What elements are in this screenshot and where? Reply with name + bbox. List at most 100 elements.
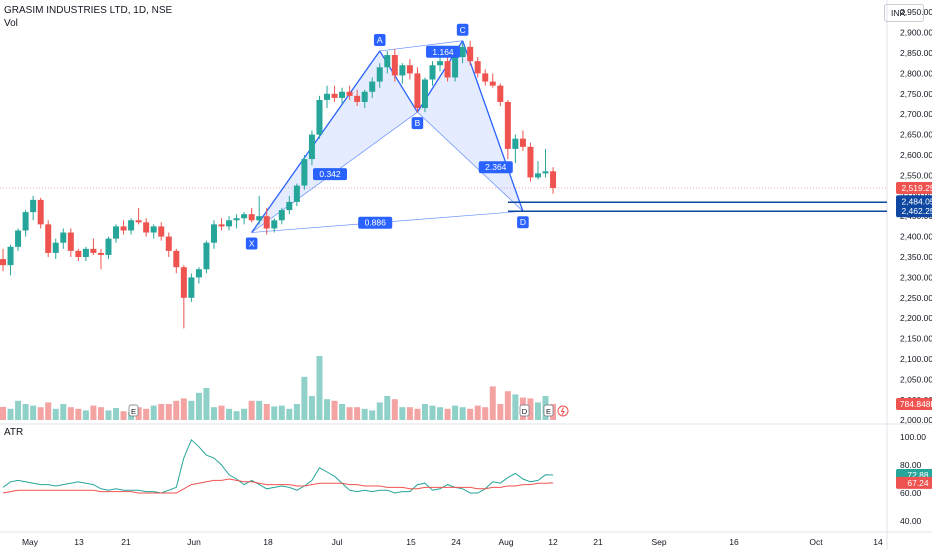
volume-bar <box>22 404 29 420</box>
volume-bar <box>308 396 315 420</box>
candle-body <box>534 173 541 178</box>
pattern-point-label: C <box>460 25 466 35</box>
volume-bar <box>203 388 210 420</box>
candle-body <box>37 199 44 225</box>
volume-bar <box>346 407 353 420</box>
volume-bar <box>293 404 300 420</box>
harmonic-pattern-fill <box>251 50 418 233</box>
volume-bar <box>0 406 6 420</box>
volume-bar <box>120 411 127 420</box>
price-tick-label: 2,900.00 <box>900 28 932 38</box>
volume-badge: 784.848K <box>900 399 932 409</box>
pattern-ratio-label-bg <box>313 168 348 181</box>
pattern-ratio-label-bg <box>426 45 461 58</box>
pattern-ratio-label: 0.886 <box>365 218 387 228</box>
pattern-point-label-bg <box>245 237 258 250</box>
volume-bar <box>90 405 97 420</box>
price-tick-label: 2,700.00 <box>900 109 932 119</box>
last-price-badge: 2,519.25 <box>901 183 932 193</box>
time-tick-label: Jul <box>332 537 343 547</box>
candle-body <box>324 93 331 100</box>
candle-body <box>406 65 413 74</box>
volume-bar <box>406 407 413 420</box>
pattern-ratio-label: 0.342 <box>319 169 341 179</box>
volume-bar <box>67 407 74 420</box>
volume-bar <box>331 400 338 420</box>
candle-body <box>437 61 444 66</box>
candle-body <box>210 224 217 243</box>
candle-body <box>542 171 549 174</box>
currency-button[interactable]: INR <box>884 4 924 22</box>
candle-body <box>180 267 187 298</box>
volume-bar <box>52 408 59 420</box>
candle-body <box>135 220 142 223</box>
volume-bar <box>316 356 323 420</box>
candle-body <box>346 91 353 96</box>
atr-tick-label: 60.00 <box>900 488 922 498</box>
volume-bar <box>30 405 37 420</box>
volume-bar <box>226 408 233 420</box>
time-tick-label: 21 <box>121 537 131 547</box>
price-tick-label: 2,200.00 <box>900 313 932 323</box>
level-badge: 2,484.05 <box>901 196 932 206</box>
time-tick-label: 12 <box>548 537 558 547</box>
candle-body <box>15 230 22 247</box>
price-tick-label: 2,000.00 <box>900 415 932 425</box>
time-tick-label: May <box>22 537 39 547</box>
atr-badge: 72.88 <box>907 470 929 480</box>
volume-bar <box>452 405 459 420</box>
volume-bar <box>233 411 240 420</box>
candle-body <box>474 61 481 74</box>
time-tick-label: Sep <box>651 537 666 547</box>
last-price-badge-bg <box>896 181 932 194</box>
candle-body <box>354 95 361 102</box>
volume-bar <box>45 402 52 420</box>
candle-body <box>444 61 451 78</box>
volume-bar <box>37 407 44 420</box>
atr-signal-line <box>2 478 554 494</box>
candle-body <box>241 214 248 219</box>
volume-bar <box>165 404 172 420</box>
atr-tick-label: 80.00 <box>900 460 922 470</box>
volume-bar <box>391 399 398 420</box>
harmonic-pattern-leg <box>417 111 524 212</box>
volume-bar <box>414 408 421 420</box>
volume-bar <box>459 407 466 420</box>
atr-label: ATR <box>4 427 24 438</box>
candle-body <box>467 46 474 62</box>
price-tick-label: 2,750.00 <box>900 89 932 99</box>
price-tick-label: 2,250.00 <box>900 293 932 303</box>
candle-body <box>482 73 489 82</box>
candle-body <box>128 220 135 231</box>
volume-bar <box>75 408 82 420</box>
candle-body <box>414 73 421 109</box>
volume-bar <box>60 404 67 420</box>
candle-body <box>452 57 459 78</box>
volume-badge-bg <box>896 398 932 410</box>
volume-bar <box>399 407 406 420</box>
volume-bar <box>271 406 278 420</box>
candle-body <box>218 224 225 227</box>
event-marker: E <box>131 407 136 416</box>
pattern-point-label-bg <box>517 216 529 229</box>
candle-body <box>527 146 534 178</box>
candle-body <box>278 210 285 221</box>
candle-body <box>308 134 315 160</box>
volume-bar <box>105 410 112 420</box>
volume-bar <box>150 405 157 420</box>
candle-body <box>391 55 398 76</box>
volume-bar <box>339 404 346 420</box>
volume-bar <box>534 402 541 420</box>
volume-bar <box>437 407 444 420</box>
candle-body <box>150 226 157 233</box>
volume-bar <box>504 391 511 420</box>
candle-body <box>384 55 391 68</box>
candle-body <box>158 226 165 237</box>
harmonic-pattern-leg <box>379 40 463 52</box>
pattern-point-label: B <box>415 118 421 128</box>
candle-body <box>316 99 323 135</box>
candle-body <box>67 232 74 251</box>
candle-body <box>97 252 104 255</box>
candle-body <box>105 238 112 255</box>
